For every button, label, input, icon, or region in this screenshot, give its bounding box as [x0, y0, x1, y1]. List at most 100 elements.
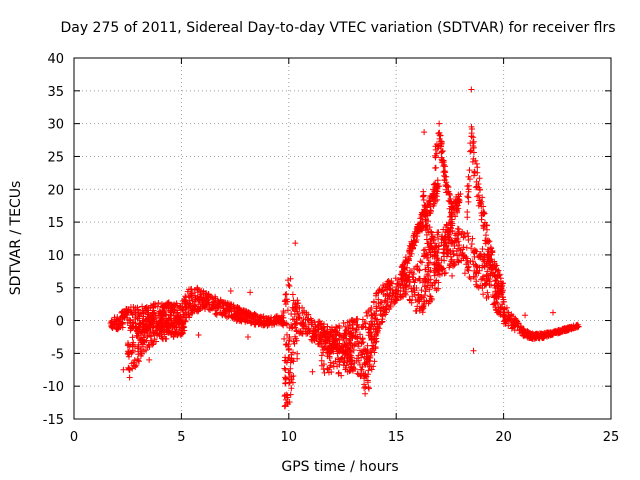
data-point: [274, 315, 281, 322]
y-tick-label: 40: [47, 52, 64, 67]
data-point: [161, 326, 168, 333]
data-point: [417, 258, 424, 265]
data-point: [428, 229, 435, 236]
data-point: [237, 307, 244, 314]
data-point: [485, 293, 492, 300]
data-point: [387, 302, 394, 309]
data-point: [416, 298, 423, 305]
data-point: [419, 210, 426, 217]
data-point: [192, 296, 199, 303]
outlier-point: [449, 272, 456, 279]
data-point: [224, 300, 231, 307]
data-point: [129, 334, 136, 341]
data-point: [124, 350, 131, 357]
data-point: [434, 229, 441, 236]
data-point: [454, 252, 461, 259]
data-point: [428, 295, 435, 302]
data-point: [399, 268, 406, 275]
data-point: [414, 303, 421, 310]
data-point: [144, 333, 151, 340]
data-point: [317, 320, 324, 327]
data-point: [283, 296, 290, 303]
data-point: [126, 316, 133, 323]
data-point: [356, 347, 363, 354]
data-point: [135, 348, 142, 355]
data-point: [364, 358, 371, 365]
data-point: [231, 308, 238, 315]
data-point: [460, 244, 467, 251]
x-tick-label: 5: [177, 430, 185, 445]
data-point: [129, 311, 136, 318]
data-point: [460, 234, 467, 241]
data-point: [136, 336, 143, 343]
data-point: [378, 288, 385, 295]
data-point: [468, 147, 475, 154]
data-point: [386, 305, 393, 312]
data-point: [132, 309, 139, 316]
data-point: [520, 326, 527, 333]
data-point: [179, 309, 186, 316]
data-point: [456, 242, 463, 249]
data-point: [476, 175, 483, 182]
data-point: [381, 308, 388, 315]
data-point: [456, 197, 463, 204]
data-point: [341, 347, 348, 354]
data-point: [420, 247, 427, 254]
data-point: [373, 332, 380, 339]
data-point: [441, 270, 448, 277]
data-point: [491, 293, 498, 300]
data-point: [125, 307, 132, 314]
data-point: [435, 257, 442, 264]
data-point: [371, 358, 378, 365]
data-point: [454, 225, 461, 232]
data-point: [492, 266, 499, 273]
data-point: [282, 375, 289, 382]
data-point: [424, 222, 431, 229]
data-point: [393, 297, 400, 304]
data-point: [372, 315, 379, 322]
data-point: [407, 267, 414, 274]
data-point: [419, 218, 426, 225]
data-point: [382, 297, 389, 304]
data-point: [362, 390, 369, 397]
data-point: [423, 297, 430, 304]
data-point: [131, 362, 138, 369]
data-point: [479, 285, 486, 292]
data-point: [469, 235, 476, 242]
data-point: [432, 279, 439, 286]
data-point: [378, 299, 385, 306]
outlier-point: [309, 368, 316, 375]
data-point: [430, 194, 437, 201]
x-tick-label: 25: [603, 430, 620, 445]
data-point: [340, 336, 347, 343]
data-point: [289, 349, 296, 356]
data-point: [125, 364, 132, 371]
data-point: [432, 165, 439, 172]
data-point: [354, 333, 361, 340]
data-point: [286, 283, 293, 290]
data-point: [139, 310, 146, 317]
data-point: [174, 316, 181, 323]
data-point: [408, 299, 415, 306]
data-point: [402, 286, 409, 293]
data-point: [164, 301, 171, 308]
outlier-point: [120, 366, 127, 373]
data-point: [126, 374, 133, 381]
data-point: [481, 219, 488, 226]
data-point: [500, 313, 507, 320]
data-point: [289, 379, 296, 386]
data-point: [512, 315, 519, 322]
data-point: [440, 159, 447, 166]
data-point: [474, 164, 481, 171]
data-point: [326, 364, 333, 371]
data-point: [368, 335, 375, 342]
data-point: [179, 298, 186, 305]
data-point: [552, 329, 559, 336]
data-point: [435, 236, 442, 243]
data-point: [544, 333, 551, 340]
data-point: [486, 256, 493, 263]
data-point: [427, 239, 434, 246]
data-point: [329, 334, 336, 341]
y-tick-label: 30: [47, 118, 64, 133]
data-point: [192, 292, 199, 299]
